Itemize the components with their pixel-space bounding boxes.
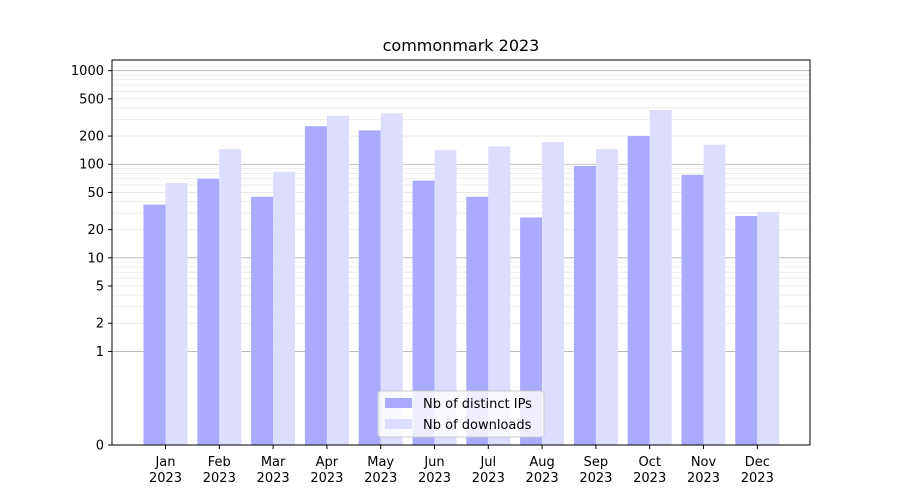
bar-distinct-ips: [304, 126, 327, 445]
bar-downloads: [595, 149, 618, 445]
bar-distinct-ips: [681, 174, 704, 445]
x-tick-label-month: Nov: [691, 455, 717, 470]
x-tick-label-year: 2023: [579, 471, 612, 486]
bar-distinct-ips: [358, 130, 381, 446]
x-tick-label-year: 2023: [203, 471, 236, 486]
bar-downloads: [219, 149, 242, 445]
x-tick-label-month: Feb: [208, 455, 231, 470]
bar-downloads: [380, 113, 403, 446]
y-tick-label: 200: [79, 130, 104, 145]
bar-distinct-ips: [466, 196, 489, 445]
x-tick-label-month: Jan: [154, 455, 175, 470]
y-tick-label: 500: [79, 92, 104, 107]
chart-title: commonmark 2023: [383, 36, 540, 55]
legend: Nb of distinct IPs Nb of downloads: [377, 390, 545, 438]
x-tick-label-month: Jul: [479, 455, 496, 470]
bar-downloads: [703, 144, 726, 445]
y-tick-label: 50: [87, 186, 104, 201]
bar-distinct-ips: [143, 204, 166, 445]
x-tick-label-year: 2023: [149, 471, 182, 486]
y-tick-label: 20: [87, 223, 104, 238]
x-tick-label-month: Apr: [316, 455, 339, 470]
bar-downloads: [326, 115, 349, 445]
x-axis: Jan2023Feb2023Mar2023Apr2023May2023Jun20…: [149, 445, 774, 486]
x-tick-label-year: 2023: [741, 471, 774, 486]
bar-downloads: [649, 109, 672, 446]
x-tick-label-month: Jun: [423, 455, 444, 470]
legend-swatch: [385, 398, 412, 408]
legend-label: Nb of downloads: [423, 418, 532, 433]
x-tick-label-year: 2023: [418, 471, 451, 486]
x-tick-label-month: May: [367, 455, 394, 470]
bar-distinct-ips: [412, 180, 435, 446]
y-tick-label: 100: [79, 158, 104, 173]
legend-swatch: [385, 419, 412, 429]
x-tick-label-year: 2023: [257, 471, 290, 486]
legend-box: [377, 390, 545, 438]
bar-downloads: [434, 149, 457, 445]
bar-distinct-ips: [627, 136, 650, 446]
bar-distinct-ips: [197, 178, 220, 446]
y-tick-label: 0: [96, 439, 104, 454]
x-tick-label-year: 2023: [310, 471, 343, 486]
y-tick-label: 2: [96, 317, 104, 332]
bar-downloads: [757, 211, 780, 445]
bar-downloads: [488, 146, 511, 446]
y-tick-label: 1000: [71, 64, 104, 79]
bar-downloads: [165, 183, 188, 446]
y-axis: 0 1 2 5 10 20 50 100 200 500 1000: [71, 64, 112, 454]
x-tick-label-month: Oct: [638, 455, 660, 470]
x-tick-label-month: Mar: [261, 455, 286, 470]
bar-distinct-ips: [735, 215, 758, 445]
x-tick-label-year: 2023: [687, 471, 720, 486]
x-tick-label-year: 2023: [472, 471, 505, 486]
legend-label: Nb of distinct IPs: [423, 397, 532, 412]
y-tick-label: 5: [96, 280, 104, 295]
bar-downloads: [273, 171, 296, 445]
x-tick-label-year: 2023: [633, 471, 666, 486]
x-tick-label-month: Sep: [584, 455, 609, 470]
x-tick-label-month: Dec: [745, 455, 770, 470]
y-tick-label: 1: [96, 345, 104, 360]
x-tick-label-year: 2023: [526, 471, 559, 486]
plot-frame: [111, 59, 811, 446]
bar-distinct-ips: [573, 165, 596, 445]
bar-downloads: [542, 142, 565, 445]
x-tick-label-year: 2023: [364, 471, 397, 486]
bar-distinct-ips: [251, 196, 274, 445]
bar-distinct-ips: [520, 217, 543, 445]
bars: [143, 109, 780, 446]
x-tick-label-month: Aug: [529, 455, 554, 470]
y-tick-label: 10: [87, 251, 104, 266]
